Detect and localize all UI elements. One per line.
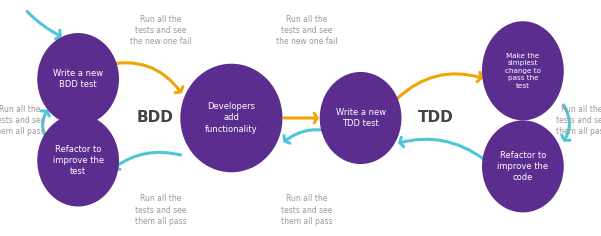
Text: Run all the
tests and see
them all pass: Run all the tests and see them all pass <box>135 194 187 226</box>
Text: Run all the
tests and see
them all pass: Run all the tests and see them all pass <box>556 105 601 136</box>
Text: Run all the
tests and see
them all pass: Run all the tests and see them all pass <box>0 105 45 136</box>
Ellipse shape <box>482 120 564 212</box>
Text: Developers
add
functionality: Developers add functionality <box>205 102 258 134</box>
Text: Run all the
tests and see
them all pass: Run all the tests and see them all pass <box>281 194 332 226</box>
Text: Write a new
BDD test: Write a new BDD test <box>53 69 103 89</box>
Ellipse shape <box>37 33 119 125</box>
Text: Make the
simplest
change to
pass the
test: Make the simplest change to pass the tes… <box>505 53 541 89</box>
Text: Refactor to
improve the
code: Refactor to improve the code <box>497 151 549 182</box>
Text: TDD: TDD <box>418 110 454 126</box>
Ellipse shape <box>320 72 401 164</box>
Text: Run all the
tests and see
the new one fail: Run all the tests and see the new one fa… <box>130 15 192 46</box>
Ellipse shape <box>482 21 564 120</box>
Text: BDD: BDD <box>136 110 174 126</box>
Text: Run all the
tests and see
the new one fail: Run all the tests and see the new one fa… <box>276 15 337 46</box>
Ellipse shape <box>180 64 282 172</box>
Text: Refactor to
improve the
test: Refactor to improve the test <box>52 145 104 176</box>
Ellipse shape <box>37 114 119 206</box>
Text: Write a new
TDD test: Write a new TDD test <box>335 108 386 128</box>
